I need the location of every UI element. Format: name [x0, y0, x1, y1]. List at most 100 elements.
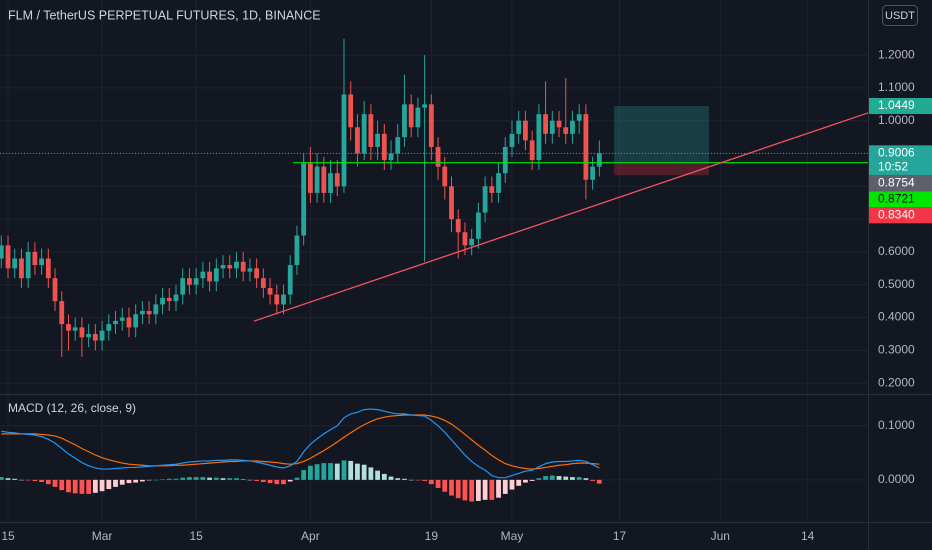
histogram-bar [234, 478, 239, 480]
candle-body [543, 114, 548, 134]
histogram-bar [482, 479, 488, 500]
histogram-bar [462, 479, 468, 501]
histogram-bar [254, 479, 260, 481]
price-tag-label: 0.8340 [878, 208, 915, 222]
histogram-bar [200, 477, 206, 480]
candle-body [307, 163, 313, 193]
histogram-bar [348, 460, 354, 480]
histogram-bar [173, 478, 179, 480]
price-tag [869, 175, 932, 192]
histogram-bar [489, 479, 495, 500]
histogram-bar [442, 479, 448, 492]
price-tag-label: 0.8754 [878, 176, 915, 190]
histogram-bar [72, 479, 78, 494]
candle-body [368, 114, 374, 147]
candle-body [200, 271, 206, 279]
histogram-bar [314, 464, 320, 480]
histogram-bar [475, 479, 481, 501]
candle-body [0, 245, 4, 259]
candle-body [133, 314, 139, 328]
candle-body [220, 265, 226, 269]
candle-body [462, 232, 468, 246]
histogram-bar [415, 479, 421, 481]
y-tick-label: 0.0000 [878, 472, 915, 486]
plot [0, 38, 871, 502]
histogram-bar [32, 479, 38, 481]
x-tick-label: 14 [801, 529, 815, 543]
histogram-bar [294, 477, 300, 480]
candle-body [442, 166, 448, 187]
signal-line [1, 414, 600, 470]
histogram-bar [321, 463, 327, 480]
currency-label[interactable]: USDT [885, 10, 915, 22]
histogram-bar [267, 479, 273, 484]
x-tick-label: Mar [92, 529, 113, 543]
candle-body [213, 268, 219, 282]
histogram-bar [153, 479, 159, 481]
histogram-bar [355, 463, 360, 480]
candle-body [139, 310, 145, 315]
candle-body [247, 268, 253, 272]
candle-body [375, 133, 380, 147]
histogram-bar [274, 479, 280, 485]
candle-body [549, 120, 555, 134]
currency-button[interactable] [882, 5, 918, 26]
candle-body [516, 120, 522, 134]
candle-body [52, 278, 58, 302]
candle-body [449, 186, 454, 220]
histogram-bar [207, 477, 212, 480]
candle-body [180, 278, 186, 295]
candle-body [92, 333, 98, 341]
candle-body [408, 104, 414, 128]
x-tick-label: May [501, 529, 524, 543]
candle-body [576, 114, 582, 121]
price-tag-label: 1.0449 [878, 98, 915, 112]
candle-body [39, 258, 44, 266]
candle-body [583, 114, 589, 180]
candle-body [32, 251, 38, 266]
histogram-bar [92, 479, 98, 493]
price-tag [869, 207, 932, 224]
position-target [614, 105, 709, 163]
candle-body [287, 265, 293, 295]
y-tick-label: 0.3000 [878, 343, 915, 357]
candle-body [556, 120, 562, 128]
histogram-bar [119, 479, 125, 485]
candle-body [72, 327, 78, 331]
histogram-bar [395, 478, 401, 480]
price-tag-label: 0.9006 [878, 146, 915, 160]
histogram-bar [381, 473, 387, 480]
histogram-bar [590, 479, 596, 481]
x-tick-label: 17 [613, 529, 627, 543]
candle-body [59, 301, 65, 325]
x-tick-label: Apr [301, 529, 320, 543]
x-tick-label: Jun [711, 529, 730, 543]
candle-body [294, 235, 300, 266]
price-tag [869, 191, 932, 208]
price-tag-label: 0.8721 [878, 192, 915, 206]
histogram-bar [536, 478, 542, 480]
candle-body [146, 310, 152, 315]
candle-body [314, 166, 320, 193]
histogram-bar [570, 477, 575, 480]
histogram-bar [435, 479, 441, 488]
position-stop [614, 162, 709, 176]
candle-body [489, 186, 495, 193]
candle-body [388, 153, 394, 161]
y-tick-label: 1.1000 [878, 80, 915, 94]
histogram-bar [12, 478, 18, 480]
candle-body [596, 153, 602, 167]
histogram-bar [402, 478, 407, 480]
histogram-bar [287, 479, 293, 482]
candle-body [126, 317, 132, 328]
candle-body [301, 163, 307, 236]
candle-body [153, 304, 159, 315]
candle-body [99, 330, 105, 341]
x-tick-label: 15 [1, 529, 15, 543]
histogram-bar [307, 465, 313, 480]
candle-body [381, 133, 387, 161]
chart-title: FLM / TetherUS PERPETUAL FUTURES, 1D, BI… [8, 8, 321, 22]
candle-body [240, 261, 246, 272]
histogram-bar [523, 479, 528, 483]
histogram-bar [25, 479, 31, 481]
